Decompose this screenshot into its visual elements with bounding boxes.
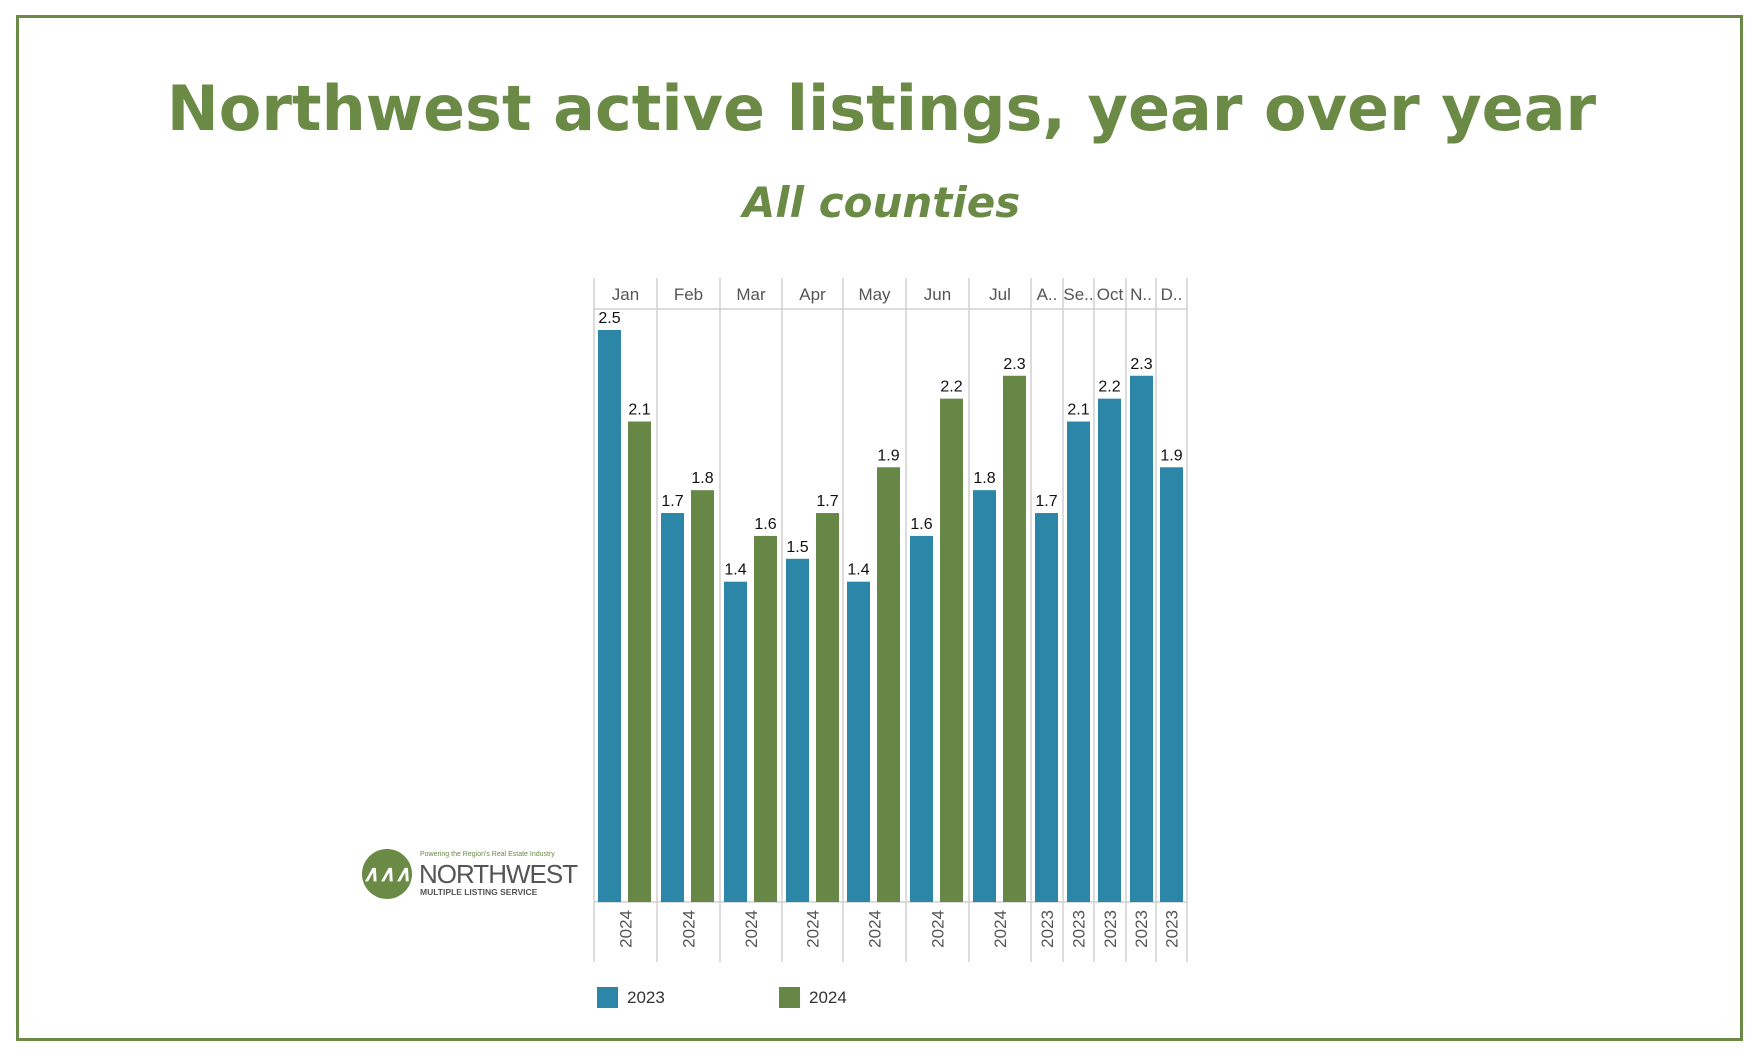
bar-2023 xyxy=(1130,375,1153,902)
month-label: May xyxy=(858,285,891,304)
data-label: 2.2 xyxy=(940,379,962,396)
data-label: 1.4 xyxy=(724,562,746,579)
legend-item-2024: 2024 xyxy=(779,987,847,1008)
year-label: 2024 xyxy=(680,910,699,948)
data-label: 1.5 xyxy=(786,539,808,556)
month-label: Jan xyxy=(612,285,639,304)
logo-name: NORTHWEST xyxy=(419,859,578,889)
bar-2023 xyxy=(786,558,809,902)
year-label: 2023 xyxy=(1132,910,1151,948)
legend-swatch-2024 xyxy=(779,987,800,1008)
bar-2024 xyxy=(940,398,963,902)
bar-2023 xyxy=(598,330,621,902)
year-label: 2024 xyxy=(929,910,948,948)
data-label: 2.3 xyxy=(1003,356,1025,373)
data-label: 1.6 xyxy=(754,516,776,533)
month-label: D.. xyxy=(1161,285,1183,304)
data-label: 1.8 xyxy=(973,470,995,487)
legend-label-2024: 2024 xyxy=(809,987,847,1007)
month-label: Jun xyxy=(924,285,951,304)
year-label: 2023 xyxy=(1101,910,1120,948)
data-label: 2.2 xyxy=(1098,379,1120,396)
year-label: 2024 xyxy=(617,910,636,948)
data-label: 1.7 xyxy=(1035,493,1057,510)
data-label: 1.9 xyxy=(877,447,899,464)
year-label: 2024 xyxy=(991,910,1010,948)
data-label: 1.4 xyxy=(847,562,869,579)
data-label: 1.7 xyxy=(661,493,683,510)
year-label: 2024 xyxy=(804,910,823,948)
logo-tagline: Powering the Region's Real Estate Indust… xyxy=(420,851,555,858)
bar-2024 xyxy=(628,421,651,902)
year-label: 2023 xyxy=(1038,910,1057,948)
bar-2023 xyxy=(847,581,870,902)
bar-2023 xyxy=(1035,513,1058,902)
data-label: 1.7 xyxy=(816,493,838,510)
legend-item-2023: 2023 xyxy=(597,987,665,1008)
bar-2023 xyxy=(973,490,996,902)
month-label: Feb xyxy=(674,285,703,304)
logo-subtitle: MULTIPLE LISTING SERVICE xyxy=(420,887,538,897)
bar-2024 xyxy=(877,467,900,902)
bar-2023 xyxy=(1098,398,1121,902)
nwmls-logo: ∧∧∧ Powering the Region's Real Estate In… xyxy=(362,849,578,901)
logo-trees-icon: ∧∧∧ xyxy=(362,849,412,899)
data-label: 1.9 xyxy=(1160,447,1182,464)
data-label: 2.1 xyxy=(628,402,650,419)
bar-2023 xyxy=(1160,467,1183,902)
data-label: 1.6 xyxy=(910,516,932,533)
bar-2023 xyxy=(661,513,684,902)
bar-2024 xyxy=(816,513,839,902)
bar-2024 xyxy=(754,535,777,902)
month-label: A.. xyxy=(1037,285,1058,304)
month-label: Mar xyxy=(736,285,766,304)
month-label: Se.. xyxy=(1063,285,1093,304)
data-label: 2.1 xyxy=(1067,402,1089,419)
data-label: 2.3 xyxy=(1130,356,1152,373)
month-label: Jul xyxy=(989,285,1011,304)
bar-2023 xyxy=(1067,421,1090,902)
year-label: 2023 xyxy=(1163,910,1182,948)
frame-border xyxy=(16,15,1743,1041)
year-label: 2024 xyxy=(866,910,885,948)
data-label: 2.5 xyxy=(598,310,620,327)
bar-2023 xyxy=(910,535,933,902)
month-label: N.. xyxy=(1130,285,1152,304)
chart-subtitle: All counties xyxy=(742,178,1021,227)
year-label: 2024 xyxy=(742,910,761,948)
chart-title: Northwest active listings, year over yea… xyxy=(166,72,1597,145)
bar-2023 xyxy=(724,581,747,902)
year-label: 2023 xyxy=(1070,910,1089,948)
bar-2024 xyxy=(691,490,714,902)
month-label: Oct xyxy=(1097,285,1124,304)
legend-swatch-2023 xyxy=(597,987,618,1008)
data-label: 1.8 xyxy=(691,470,713,487)
legend-label-2023: 2023 xyxy=(627,987,665,1007)
bar-2024 xyxy=(1003,375,1026,902)
month-label: Apr xyxy=(799,285,826,304)
